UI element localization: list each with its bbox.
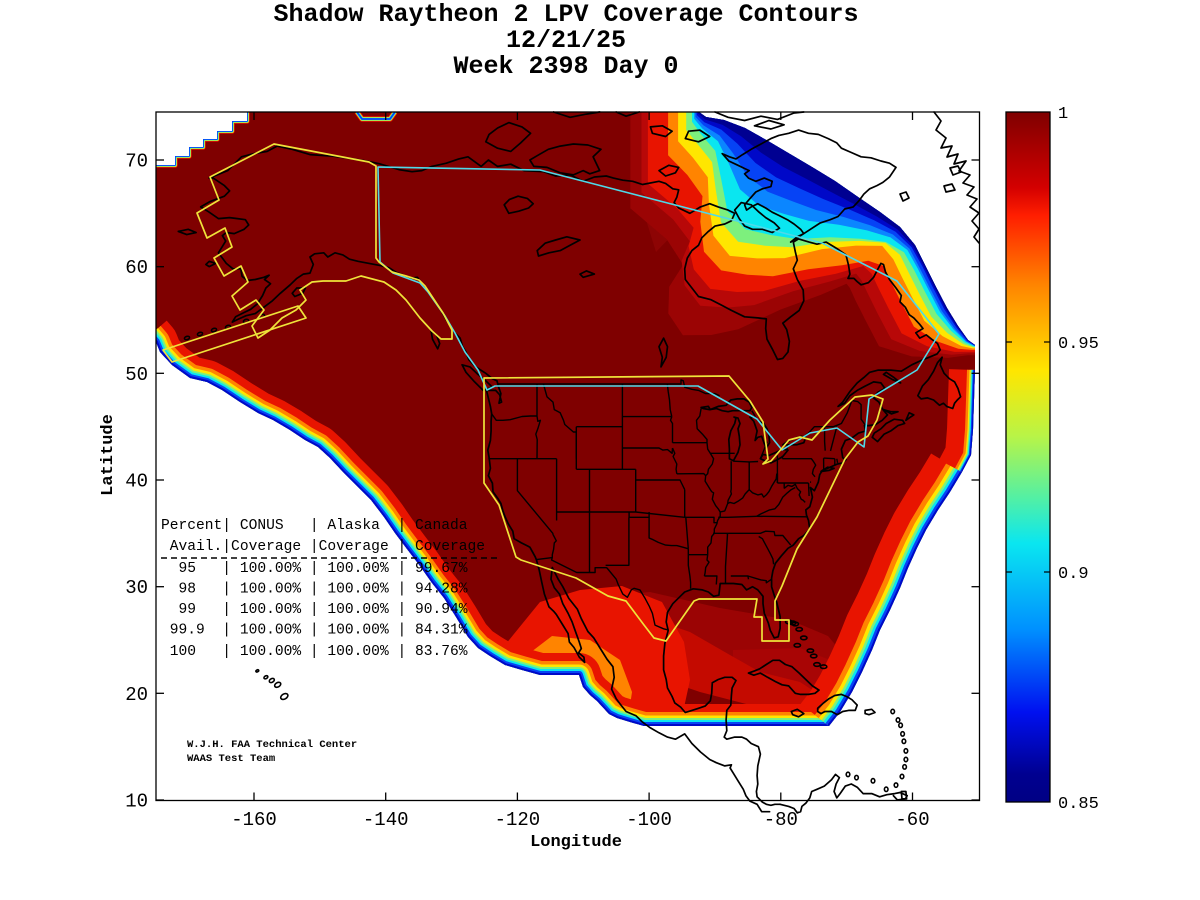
svg-text:100 | 100.00% | 100.00% | 83: 100 | 100.00% | 100.00% | 83.76% xyxy=(161,644,468,660)
svg-text:Percent| CONUS | Alaska | C: Percent| CONUS | Alaska | Canada xyxy=(161,518,468,534)
svg-text:12/21/25: 12/21/25 xyxy=(506,26,626,55)
svg-text:Week 2398 Day 0: Week 2398 Day 0 xyxy=(453,52,678,81)
svg-text:70: 70 xyxy=(125,151,148,173)
svg-text:-60: -60 xyxy=(895,809,929,831)
svg-text:0.95: 0.95 xyxy=(1058,335,1099,354)
svg-text:20: 20 xyxy=(125,684,148,706)
svg-text:W.J.H. FAA Technical Center: W.J.H. FAA Technical Center xyxy=(187,739,357,751)
svg-text:Latitude: Latitude xyxy=(99,414,118,496)
svg-text:WAAS Test Team: WAAS Test Team xyxy=(187,753,275,765)
svg-text:Longitude: Longitude xyxy=(530,833,622,852)
svg-text:-160: -160 xyxy=(231,809,277,831)
svg-text:98 | 100.00% | 100.00% | 94.: 98 | 100.00% | 100.00% | 94.28% xyxy=(161,582,468,598)
svg-text:1: 1 xyxy=(1058,105,1068,124)
svg-text:60: 60 xyxy=(125,257,148,279)
svg-text:40: 40 xyxy=(125,471,148,493)
svg-text:-100: -100 xyxy=(626,809,672,831)
svg-text:-80: -80 xyxy=(764,809,798,831)
svg-text:0.85: 0.85 xyxy=(1058,795,1099,814)
svg-text:50: 50 xyxy=(125,364,148,386)
svg-text:Avail.|Coverage |Coverage | Co: Avail.|Coverage |Coverage | Coverage xyxy=(161,539,485,555)
svg-text:95 | 100.00% | 100.00% | 99.: 95 | 100.00% | 100.00% | 99.67% xyxy=(161,561,468,577)
svg-text:10: 10 xyxy=(125,791,148,813)
svg-text:99 | 100.00% | 100.00% | 90.: 99 | 100.00% | 100.00% | 90.94% xyxy=(161,602,468,618)
svg-text:-120: -120 xyxy=(495,809,541,831)
svg-text:0.9: 0.9 xyxy=(1058,565,1089,584)
svg-text:99.9 | 100.00% | 100.00% | 84: 99.9 | 100.00% | 100.00% | 84.31% xyxy=(161,623,468,639)
svg-text:-140: -140 xyxy=(363,809,409,831)
svg-text:30: 30 xyxy=(125,577,148,599)
svg-text:Shadow Raytheon 2 LPV Coverage: Shadow Raytheon 2 LPV Coverage Contours xyxy=(273,0,858,29)
